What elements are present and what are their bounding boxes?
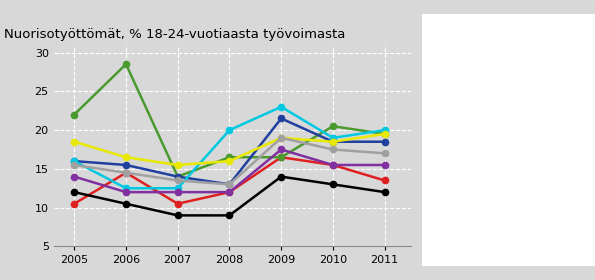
Oulu bbox=[123, 156, 130, 159]
Vaala bbox=[278, 156, 285, 159]
Ii bbox=[71, 159, 78, 163]
Utajärvi bbox=[71, 202, 78, 206]
Oulu bbox=[71, 140, 78, 143]
Ii bbox=[123, 163, 130, 167]
Vaala bbox=[381, 132, 389, 136]
Utajärvi bbox=[330, 163, 337, 167]
Line: Koko maa: Koko maa bbox=[71, 174, 388, 218]
Pudasjärvi bbox=[226, 129, 233, 132]
Pohjois-Pohjanmaa bbox=[226, 183, 233, 186]
Ii bbox=[278, 117, 285, 120]
Muhos bbox=[330, 163, 337, 167]
Pudasjärvi bbox=[123, 186, 130, 190]
Pudasjärvi bbox=[330, 136, 337, 139]
Muhos bbox=[71, 175, 78, 178]
Utajärvi bbox=[123, 171, 130, 174]
Oulu bbox=[226, 159, 233, 163]
Oulu bbox=[330, 140, 337, 143]
Pudasjärvi bbox=[71, 159, 78, 163]
Ii bbox=[174, 175, 181, 178]
Pudasjärvi bbox=[381, 129, 389, 132]
Legend: Utajärvi, Vaala, Ii, Pudasjärvi, Oulu, Muhos, Pohjois-Pohjanmaa, Koko maa: Utajärvi, Vaala, Ii, Pudasjärvi, Oulu, M… bbox=[481, 47, 595, 192]
Line: Oulu: Oulu bbox=[71, 131, 388, 168]
Vaala bbox=[226, 156, 233, 159]
Pudasjärvi bbox=[278, 105, 285, 109]
Vaala bbox=[174, 175, 181, 178]
Koko maa bbox=[174, 214, 181, 217]
Koko maa bbox=[123, 202, 130, 206]
Koko maa bbox=[330, 183, 337, 186]
Muhos bbox=[174, 190, 181, 194]
Utajärvi bbox=[381, 179, 389, 182]
Ii bbox=[226, 183, 233, 186]
Line: Pohjois-Pohjanmaa: Pohjois-Pohjanmaa bbox=[71, 135, 388, 188]
Utajärvi bbox=[174, 202, 181, 206]
Muhos bbox=[381, 163, 389, 167]
Koko maa bbox=[71, 190, 78, 194]
Muhos bbox=[278, 148, 285, 151]
Pohjois-Pohjanmaa bbox=[123, 171, 130, 174]
Ii bbox=[381, 140, 389, 143]
Pohjois-Pohjanmaa bbox=[330, 148, 337, 151]
Line: Vaala: Vaala bbox=[71, 61, 388, 180]
Line: Utajärvi: Utajärvi bbox=[71, 154, 388, 207]
Koko maa bbox=[226, 214, 233, 217]
Koko maa bbox=[381, 190, 389, 194]
Oulu bbox=[278, 136, 285, 139]
Utajärvi bbox=[278, 156, 285, 159]
Muhos bbox=[226, 190, 233, 194]
Text: Nuorisotyöttömät, % 18-24-vuotiaasta työvoimasta: Nuorisotyöttömät, % 18-24-vuotiaasta työ… bbox=[4, 28, 345, 41]
Pohjois-Pohjanmaa bbox=[174, 179, 181, 182]
Pudasjärvi bbox=[174, 186, 181, 190]
Pohjois-Pohjanmaa bbox=[278, 136, 285, 139]
Pohjois-Pohjanmaa bbox=[71, 163, 78, 167]
Vaala bbox=[71, 113, 78, 116]
Vaala bbox=[123, 62, 130, 66]
Koko maa bbox=[278, 175, 285, 178]
Pohjois-Pohjanmaa bbox=[381, 152, 389, 155]
Oulu bbox=[381, 132, 389, 136]
Oulu bbox=[174, 163, 181, 167]
Line: Ii: Ii bbox=[71, 115, 388, 188]
Utajärvi bbox=[226, 190, 233, 194]
Line: Muhos: Muhos bbox=[71, 146, 388, 195]
Ii bbox=[330, 140, 337, 143]
Line: Pudasjärvi: Pudasjärvi bbox=[71, 104, 388, 191]
Muhos bbox=[123, 190, 130, 194]
Vaala bbox=[330, 125, 337, 128]
